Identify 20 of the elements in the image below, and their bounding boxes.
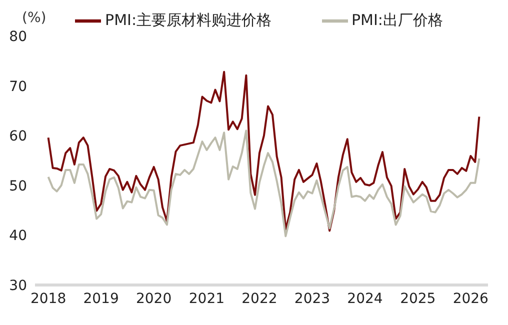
x-tick-label: 2025 bbox=[400, 290, 436, 307]
x-tick-label: 2024 bbox=[347, 290, 383, 307]
line-series bbox=[47, 130, 480, 238]
y-tick-label: 60 bbox=[9, 128, 27, 145]
legend-label: PMI:出厂价格 bbox=[352, 11, 443, 30]
x-tick-label: 2021 bbox=[188, 290, 225, 307]
y-tick-label: 70 bbox=[9, 78, 27, 95]
y-tick-label: 50 bbox=[9, 178, 27, 194]
x-tick-label: 2018 bbox=[30, 290, 66, 307]
y-axis-title: (%) bbox=[22, 10, 46, 26]
line-series bbox=[47, 70, 480, 232]
y-tick-label: 40 bbox=[9, 228, 27, 244]
x-tick-label: 2022 bbox=[242, 290, 278, 307]
legend-label: PMI:主要原材料购进价格 bbox=[105, 11, 272, 30]
y-tick-label: 80 bbox=[9, 28, 27, 45]
x-tick-label: 2026 bbox=[452, 290, 489, 307]
x-tick-label: 2023 bbox=[294, 290, 330, 307]
x-tick-label: 2019 bbox=[83, 290, 119, 307]
x-tick-label: 2020 bbox=[136, 290, 172, 307]
y-tick-label: 30 bbox=[9, 278, 27, 294]
